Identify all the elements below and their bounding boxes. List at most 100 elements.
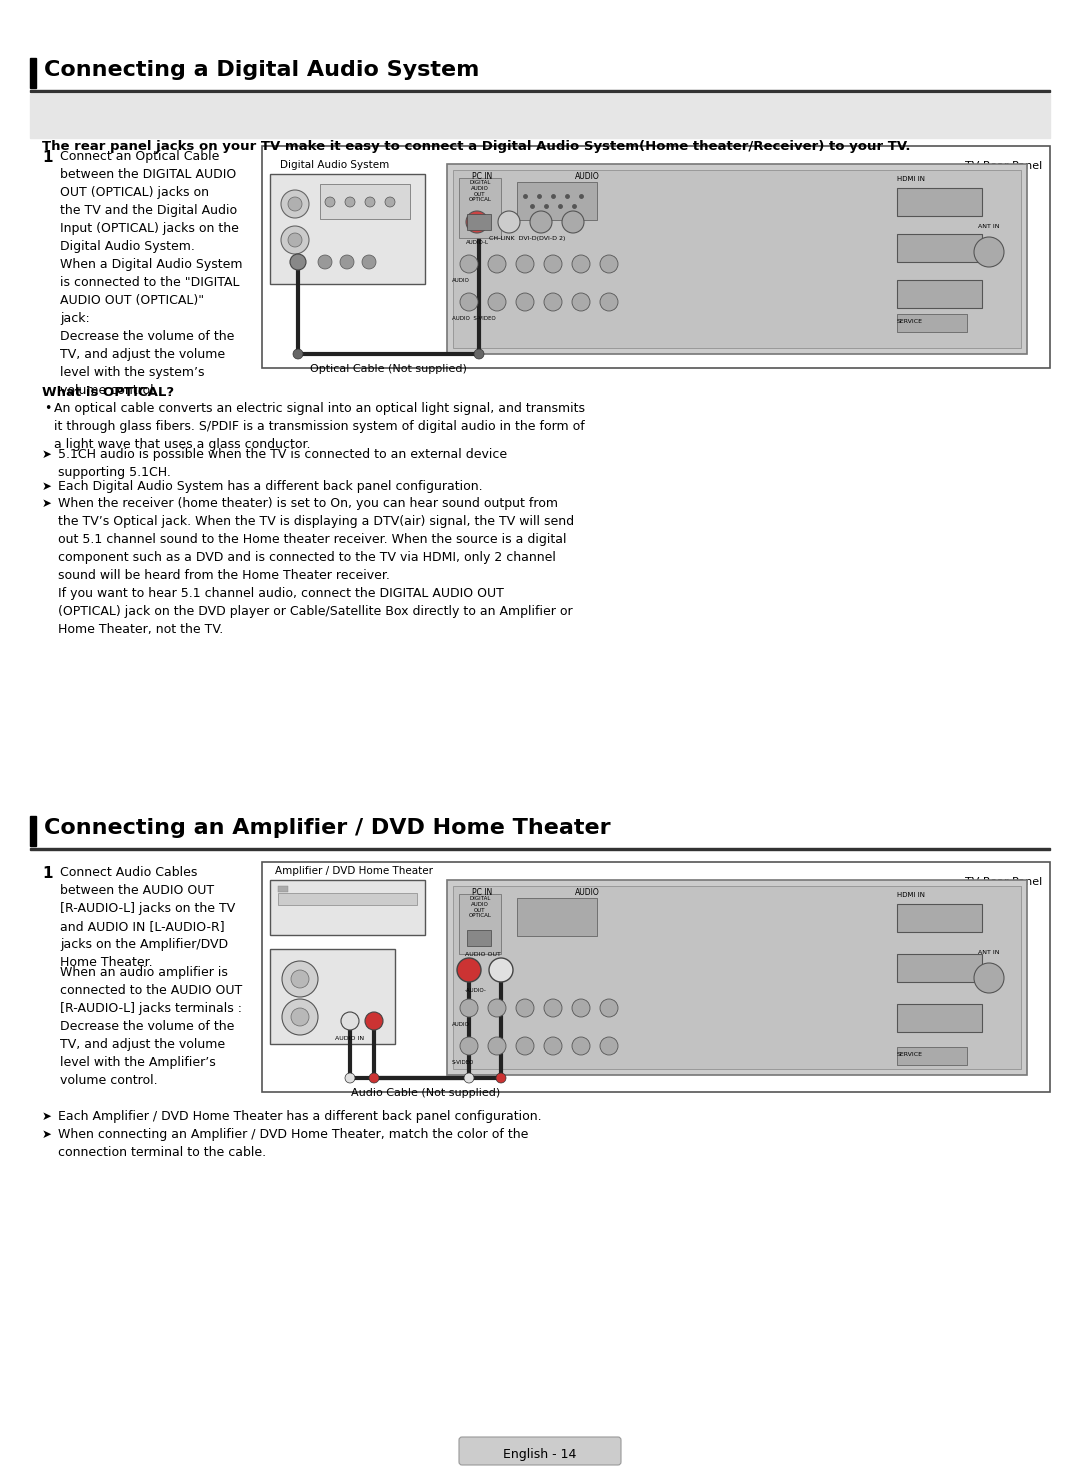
Bar <box>270 880 426 935</box>
Bar <box>278 886 288 892</box>
Circle shape <box>464 1073 474 1083</box>
Circle shape <box>340 255 354 268</box>
Text: Amplifier / DVD Home Theater: Amplifier / DVD Home Theater <box>275 867 433 876</box>
Bar <box>453 170 1021 348</box>
Text: •: • <box>44 402 52 416</box>
Text: -AUDIO-: -AUDIO- <box>465 988 487 993</box>
Circle shape <box>291 970 309 988</box>
Circle shape <box>600 1038 618 1055</box>
Bar <box>897 904 982 932</box>
Text: SERVICE: SERVICE <box>897 318 923 324</box>
Circle shape <box>341 1013 359 1030</box>
Bar <box>897 1004 982 1032</box>
Circle shape <box>489 958 513 982</box>
Text: HDMI IN: HDMI IN <box>897 892 924 898</box>
Circle shape <box>460 1038 478 1055</box>
Text: When an audio amplifier is
connected to the AUDIO OUT
[R-AUDIO-L] jacks terminal: When an audio amplifier is connected to … <box>60 965 242 1086</box>
Circle shape <box>488 293 507 311</box>
Bar <box>270 949 395 1044</box>
Circle shape <box>460 293 478 311</box>
Text: The rear panel jacks on your TV make it easy to connect a Digital Audio System(H: The rear panel jacks on your TV make it … <box>42 140 910 153</box>
Text: ANT IN: ANT IN <box>978 951 1000 955</box>
Circle shape <box>362 255 376 268</box>
Text: An optical cable converts an electric signal into an optical light signal, and t: An optical cable converts an electric si… <box>54 402 585 451</box>
Text: ➤: ➤ <box>42 448 52 461</box>
Circle shape <box>345 1073 355 1083</box>
Bar <box>30 94 1050 139</box>
Circle shape <box>544 293 562 311</box>
Text: ➤: ➤ <box>42 497 52 510</box>
Circle shape <box>544 255 562 273</box>
Text: PC IN: PC IN <box>472 887 492 898</box>
Text: ANT IN: ANT IN <box>978 224 1000 228</box>
Circle shape <box>600 999 618 1017</box>
Text: AUDIO IN: AUDIO IN <box>336 1036 365 1041</box>
Text: AUDIO: AUDIO <box>453 1021 470 1027</box>
Circle shape <box>600 293 618 311</box>
Circle shape <box>457 958 481 982</box>
Text: When the receiver (home theater) is set to On, you can hear sound output from
th: When the receiver (home theater) is set … <box>58 497 575 637</box>
Text: AUDIO: AUDIO <box>575 887 599 898</box>
Text: Audio Cable (Not supplied): Audio Cable (Not supplied) <box>351 1088 500 1098</box>
Circle shape <box>345 198 355 206</box>
Text: DIGITAL
AUDIO
OUT
OPTICAL: DIGITAL AUDIO OUT OPTICAL <box>469 896 491 918</box>
Text: PC IN: PC IN <box>472 172 492 181</box>
Text: When connecting an Amplifier / DVD Home Theater, match the color of the
connecti: When connecting an Amplifier / DVD Home … <box>58 1128 528 1159</box>
Text: AUDIO: AUDIO <box>453 279 470 283</box>
Bar <box>278 893 417 905</box>
Circle shape <box>562 211 584 233</box>
Circle shape <box>460 999 478 1017</box>
Circle shape <box>516 293 534 311</box>
Bar <box>447 164 1027 354</box>
Bar <box>320 184 410 220</box>
Text: 1: 1 <box>42 867 53 881</box>
Bar <box>30 57 36 88</box>
Bar <box>459 178 501 237</box>
Circle shape <box>291 1008 309 1026</box>
Circle shape <box>572 255 590 273</box>
Text: Connecting a Digital Audio System: Connecting a Digital Audio System <box>44 60 480 80</box>
Bar <box>897 314 967 332</box>
Circle shape <box>516 1038 534 1055</box>
Circle shape <box>488 255 507 273</box>
Text: Digital Audio System: Digital Audio System <box>280 161 389 170</box>
Circle shape <box>281 190 309 218</box>
Circle shape <box>365 198 375 206</box>
Circle shape <box>318 255 332 268</box>
Text: What is OPTICAL?: What is OPTICAL? <box>42 386 174 399</box>
Text: CH-LINK  DVI-D(DVI-D 2): CH-LINK DVI-D(DVI-D 2) <box>489 236 565 242</box>
FancyBboxPatch shape <box>459 1437 621 1465</box>
Text: S-VIDEO: S-VIDEO <box>453 1060 474 1066</box>
Circle shape <box>465 211 488 233</box>
Circle shape <box>516 999 534 1017</box>
Text: Connecting an Amplifier / DVD Home Theater: Connecting an Amplifier / DVD Home Theat… <box>44 818 610 839</box>
Bar <box>30 90 1050 91</box>
Circle shape <box>544 1038 562 1055</box>
Bar <box>897 189 982 217</box>
Text: TV Rear Panel: TV Rear Panel <box>964 161 1042 171</box>
Text: ➤: ➤ <box>42 479 52 492</box>
Text: AUDIO-L: AUDIO-L <box>465 240 488 245</box>
Bar <box>262 862 1050 1092</box>
Circle shape <box>496 1073 507 1083</box>
Circle shape <box>974 237 1004 267</box>
Circle shape <box>572 293 590 311</box>
Circle shape <box>488 1038 507 1055</box>
Circle shape <box>600 255 618 273</box>
Text: AUDIO  S-VIDEO: AUDIO S-VIDEO <box>453 315 496 321</box>
Circle shape <box>544 999 562 1017</box>
Circle shape <box>369 1073 379 1083</box>
Circle shape <box>291 254 306 270</box>
Circle shape <box>288 198 302 211</box>
Circle shape <box>288 233 302 248</box>
Bar <box>453 886 1021 1069</box>
Text: TV Rear Panel: TV Rear Panel <box>964 877 1042 887</box>
Text: ➤: ➤ <box>42 1110 52 1123</box>
Circle shape <box>498 211 519 233</box>
Bar <box>459 895 501 954</box>
Circle shape <box>325 198 335 206</box>
Text: HDMI IN: HDMI IN <box>897 175 924 181</box>
Bar <box>447 880 1027 1075</box>
Bar <box>467 930 491 946</box>
Circle shape <box>572 1038 590 1055</box>
